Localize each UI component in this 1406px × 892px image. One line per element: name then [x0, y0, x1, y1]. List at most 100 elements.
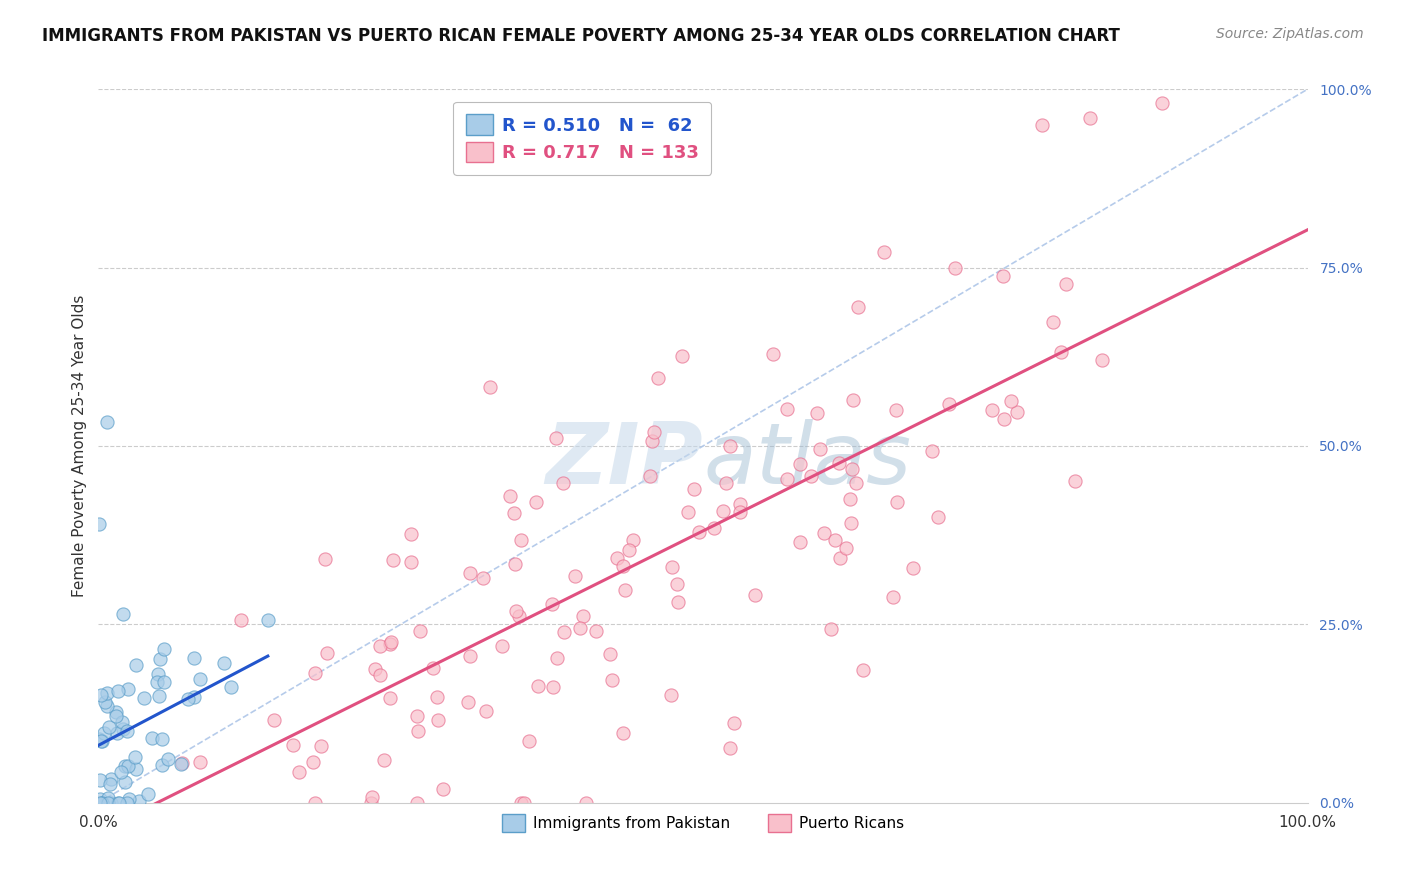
Point — [827, 456, 849, 470]
Point — [315, 646, 337, 660]
Point — [602, 673, 624, 688]
Point — [553, 625, 575, 640]
Point — [89, 796, 111, 810]
Point — [478, 380, 501, 394]
Y-axis label: Female Poverty Among 25-34 Year Olds: Female Poverty Among 25-34 Year Olds — [72, 295, 87, 597]
Point — [148, 667, 170, 681]
Point — [93, 726, 115, 740]
Point — [744, 589, 766, 603]
Point — [901, 561, 924, 575]
Point — [824, 533, 846, 548]
Text: IMMIGRANTS FROM PAKISTAN VS PUERTO RICAN FEMALE POVERTY AMONG 25-34 YEAR OLDS CO: IMMIGRANTS FROM PAKISTAN VS PUERTO RICAN… — [42, 27, 1121, 45]
Point — [509, 796, 531, 810]
Point — [124, 749, 146, 764]
Point — [288, 764, 311, 779]
Point — [1031, 118, 1053, 132]
Point — [401, 556, 423, 570]
Point — [283, 738, 305, 752]
Point — [617, 543, 640, 558]
Point — [256, 614, 278, 628]
Point — [613, 583, 636, 598]
Point — [921, 443, 943, 458]
Point — [381, 553, 404, 567]
Point — [373, 753, 395, 767]
Point — [1078, 111, 1101, 125]
Point — [1000, 393, 1022, 408]
Point — [612, 558, 634, 573]
Point — [150, 757, 173, 772]
Point — [304, 665, 326, 680]
Point — [110, 764, 132, 779]
Point — [91, 796, 114, 810]
Point — [457, 695, 479, 709]
Point — [112, 607, 135, 622]
Point — [170, 756, 193, 771]
Point — [304, 796, 326, 810]
Point — [111, 722, 134, 736]
Point — [846, 300, 869, 314]
Point — [666, 594, 689, 608]
Point — [775, 471, 797, 485]
Point — [188, 672, 211, 686]
Point — [683, 483, 706, 497]
Point — [460, 566, 482, 580]
Point — [491, 640, 513, 654]
Point — [842, 393, 865, 408]
Point — [568, 621, 591, 635]
Point — [360, 796, 382, 810]
Point — [115, 796, 138, 810]
Point — [107, 684, 129, 698]
Text: ZIP: ZIP — [546, 418, 703, 502]
Point — [503, 557, 526, 571]
Point — [718, 439, 741, 453]
Point — [219, 681, 242, 695]
Point — [676, 505, 699, 519]
Point — [91, 796, 114, 810]
Point — [499, 489, 522, 503]
Point — [136, 787, 159, 801]
Point — [104, 708, 127, 723]
Point — [775, 402, 797, 417]
Point — [229, 613, 252, 627]
Point — [96, 415, 118, 429]
Point — [111, 714, 134, 729]
Point — [422, 661, 444, 675]
Point — [1054, 277, 1077, 292]
Point — [508, 608, 530, 623]
Point — [426, 690, 449, 705]
Point — [212, 657, 235, 671]
Point — [406, 724, 429, 739]
Point — [845, 475, 868, 490]
Point — [711, 504, 734, 518]
Point — [1042, 315, 1064, 329]
Point — [148, 689, 170, 703]
Point — [87, 732, 110, 747]
Point — [408, 624, 430, 638]
Point — [938, 396, 960, 410]
Point — [541, 681, 564, 695]
Point — [813, 526, 835, 541]
Point — [643, 425, 665, 440]
Point — [146, 675, 169, 690]
Point — [599, 647, 621, 661]
Point — [96, 685, 118, 699]
Point — [156, 751, 179, 765]
Point — [659, 688, 682, 702]
Point — [170, 757, 193, 772]
Point — [839, 516, 862, 530]
Point — [91, 734, 114, 748]
Point — [828, 551, 851, 566]
Point — [661, 560, 683, 574]
Legend: Immigrants from Pakistan, Puerto Ricans: Immigrants from Pakistan, Puerto Ricans — [496, 808, 910, 838]
Point — [502, 507, 524, 521]
Point — [1007, 405, 1029, 419]
Point — [183, 690, 205, 704]
Point — [980, 403, 1002, 417]
Point — [546, 651, 568, 665]
Point — [314, 552, 336, 566]
Point — [688, 524, 710, 539]
Point — [585, 624, 607, 638]
Point — [638, 469, 661, 483]
Point — [1152, 96, 1174, 111]
Point — [100, 796, 122, 810]
